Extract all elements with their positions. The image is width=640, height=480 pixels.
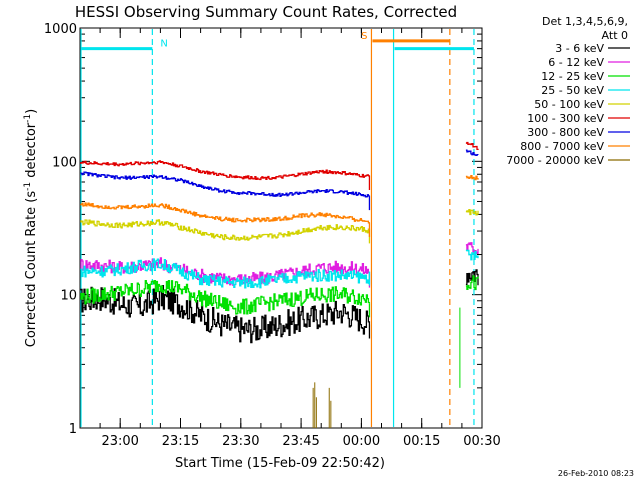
time-marker-lines bbox=[80, 29, 475, 427]
y-tick-label: 10 bbox=[60, 289, 77, 304]
series-50to100keV bbox=[80, 209, 479, 244]
count-rate-series bbox=[80, 141, 479, 428]
series-3to6keV bbox=[80, 269, 479, 344]
y-tick-label: 1000 bbox=[44, 22, 77, 37]
series-line bbox=[465, 275, 479, 291]
flag-label: S bbox=[361, 31, 367, 42]
x-tick-label: 23:00 bbox=[101, 434, 138, 449]
series-line bbox=[80, 171, 371, 198]
y-label-text: detector bbox=[24, 122, 39, 182]
legend-entry-label: 800 - 7000 keV bbox=[520, 140, 604, 153]
series-300to800keV bbox=[80, 149, 479, 211]
legend-entry-label: 100 - 300 keV bbox=[527, 112, 604, 125]
series-12to25keV bbox=[80, 275, 479, 318]
series-line bbox=[465, 149, 479, 157]
x-tick-label: 00:15 bbox=[403, 434, 440, 449]
series-25to50keV bbox=[80, 249, 479, 289]
legend-entry-label: 3 - 6 keV bbox=[555, 42, 604, 55]
series-line bbox=[80, 202, 371, 224]
series-line bbox=[80, 219, 371, 241]
legend-header: Att 0 bbox=[602, 29, 628, 42]
timestamp: 26-Feb-2010 08:23 bbox=[558, 469, 634, 478]
x-axis-ticks: 23:00 23:15 23:30 23:45 00:00 00:15 00:30 bbox=[79, 28, 501, 449]
chart-title: HESSI Observing Summary Count Rates, Cor… bbox=[75, 3, 457, 21]
y-label-text: ) bbox=[24, 109, 39, 114]
x-tick-label: 23:15 bbox=[162, 434, 199, 449]
y-tick-label: 100 bbox=[52, 155, 77, 170]
legend-entry-label: 6 - 12 keV bbox=[548, 56, 604, 69]
series-6to12keV bbox=[80, 242, 479, 288]
series-line bbox=[80, 160, 371, 181]
series-7000to20000keV bbox=[312, 382, 332, 428]
y-tick-label: 1 bbox=[69, 422, 77, 437]
y-axis-ticks: 1 10 100 1000 bbox=[44, 22, 482, 437]
series-line bbox=[80, 284, 371, 344]
series-100to300keV bbox=[80, 141, 479, 190]
legend-header: Det 1,3,4,5,6,9, bbox=[542, 15, 628, 28]
series-line bbox=[465, 249, 479, 261]
x-tick-label: 00:00 bbox=[343, 434, 380, 449]
y-label-text: Corrected Count Rate (s bbox=[24, 191, 39, 348]
x-tick-label: 23:30 bbox=[222, 434, 259, 449]
legend-entry-label: 12 - 25 keV bbox=[541, 70, 604, 83]
x-tick-label: 00:30 bbox=[463, 434, 500, 449]
y-label-superscript: -1 bbox=[23, 114, 33, 123]
flag-bars: NS bbox=[81, 31, 474, 51]
y-label-superscript: -1 bbox=[23, 182, 33, 191]
series-line bbox=[80, 279, 371, 315]
x-tick-label: 23:45 bbox=[282, 434, 319, 449]
legend-entry-label: 7000 - 20000 keV bbox=[506, 154, 604, 167]
legend-entry-label: 50 - 100 keV bbox=[534, 98, 604, 111]
series-line bbox=[465, 175, 479, 181]
series-line bbox=[465, 141, 479, 151]
series-800to7000keV bbox=[80, 175, 479, 237]
plot-area bbox=[79, 27, 483, 429]
y-axis-label: Corrected Count Rate (s-1 detector-1) bbox=[23, 109, 39, 347]
series-line bbox=[465, 269, 479, 286]
series-line bbox=[80, 258, 371, 289]
x-axis-label: Start Time (15-Feb-09 22:50:42) bbox=[175, 456, 385, 471]
flag-label: N bbox=[160, 39, 167, 50]
series-line bbox=[465, 209, 479, 216]
plot-frame bbox=[79, 27, 483, 429]
legend-entry-label: 300 - 800 keV bbox=[527, 126, 604, 139]
legend-entry-label: 25 - 50 keV bbox=[541, 84, 604, 97]
